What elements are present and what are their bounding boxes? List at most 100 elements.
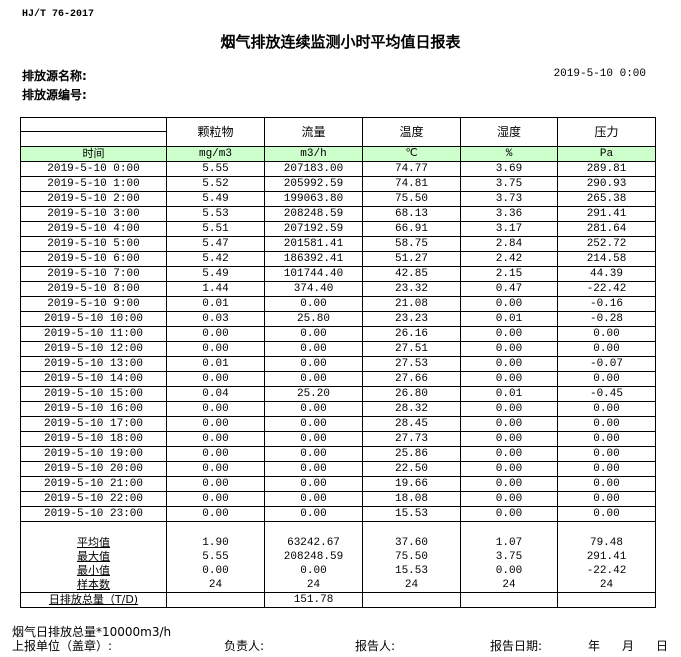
time-cell: 2019-5-10 11:00 [20,326,167,342]
value-cell: 5.53 [166,206,265,222]
table-row: 2019-5-10 6:00 5.42 186392.41 51.27 2.42 214.… [20,251,656,267]
month-label: 月 [622,639,635,653]
value-cell: 0.00 [264,431,363,447]
table-row: 2019-5-10 23:00 0.00 0.00 15.53 0.00 0.00 [20,506,656,522]
stat-value: 0.00 [166,564,265,578]
time-cell: 2019-5-10 6:00 [20,251,167,267]
time-cell: 2019-5-10 3:00 [20,206,167,222]
value-cell: 207183.00 [264,161,363,177]
value-cell: 205992.59 [264,176,363,192]
value-cell: 0.00 [460,446,558,462]
standard-code: HJ/T 76-2017 [22,9,95,20]
value-cell: 2.15 [460,266,558,282]
report-date-label: 报告日期: [490,639,543,653]
value-cell: 0.03 [166,311,265,327]
daily-total-value [362,592,461,608]
value-cell: 0.00 [557,446,656,462]
value-cell: 0.00 [264,356,363,372]
stat-value: 24 [557,578,656,593]
value-cell: 0.47 [460,281,558,297]
value-cell: 51.27 [362,251,461,267]
time-cell: 2019-5-10 12:00 [20,341,167,357]
stat-value: 63242.67 [264,536,363,550]
stat-label: 样本数 [20,578,167,593]
value-cell: 0.00 [166,371,265,387]
value-cell: 0.00 [166,401,265,417]
table-row: 2019-5-10 22:00 0.00 0.00 18.08 0.00 0.00 [20,491,656,507]
value-cell: 0.00 [264,296,363,312]
stat-value: 37.60 [362,536,461,550]
value-cell: -0.45 [557,386,656,402]
value-cell: 199063.80 [264,191,363,207]
blank-cell [557,521,656,536]
blank-cell [264,521,363,536]
stat-value: 0.00 [264,564,363,578]
value-cell: 23.23 [362,311,461,327]
value-cell: 0.00 [460,371,558,387]
stat-value: 24 [362,578,461,593]
value-cell: 0.00 [166,416,265,432]
value-cell: 0.00 [166,476,265,492]
time-cell: 2019-5-10 8:00 [20,281,167,297]
unit-cell-0: mg/m3 [166,146,265,162]
value-cell: 0.00 [460,296,558,312]
column-header-4: 压力 [557,117,656,147]
column-header-0: 颗粒物 [166,117,265,147]
value-cell: 58.75 [362,236,461,252]
header-blank-bottom [20,131,167,147]
table-row: 2019-5-10 12:00 0.00 0.00 27.51 0.00 0.00 [20,341,656,357]
stat-value: 24 [264,578,363,593]
table-row: 2019-5-10 17:00 0.00 0.00 28.45 0.00 0.00 [20,416,656,432]
stats-row: 平均值 1.90 63242.67 37.60 1.07 79.48 [20,536,656,550]
value-cell: 0.00 [166,491,265,507]
value-cell: 0.00 [557,416,656,432]
time-cell: 2019-5-10 20:00 [20,461,167,477]
unit-cell-2: ℃ [362,146,461,162]
year-label: 年 [588,639,601,653]
unit-cell-1: m3/h [264,146,363,162]
stats-row: 最大值 5.55 208248.59 75.50 3.75 291.41 [20,550,656,564]
value-cell: 0.01 [460,311,558,327]
report-datetime: 2019-5-10 0:00 [553,68,646,80]
daily-total-value [557,592,656,608]
time-cell: 2019-5-10 2:00 [20,191,167,207]
value-cell: 3.36 [460,206,558,222]
value-cell: 44.39 [557,266,656,282]
value-cell: 27.73 [362,431,461,447]
value-cell: 22.50 [362,461,461,477]
value-cell: 0.04 [166,386,265,402]
time-cell: 2019-5-10 10:00 [20,311,167,327]
column-header-2: 温度 [362,117,461,147]
value-cell: 2.42 [460,251,558,267]
value-cell: 0.00 [460,356,558,372]
value-cell: -0.28 [557,311,656,327]
value-cell: 15.53 [362,506,461,522]
value-cell: 0.00 [557,491,656,507]
value-cell: 289.81 [557,161,656,177]
value-cell: 5.55 [166,161,265,177]
value-cell: 201581.41 [264,236,363,252]
blank-cell [460,521,558,536]
value-cell: 5.52 [166,176,265,192]
table-row: 2019-5-10 21:00 0.00 0.00 19.66 0.00 0.00 [20,476,656,492]
value-cell: 1.44 [166,281,265,297]
value-cell: 291.41 [557,206,656,222]
stat-label: 最小值 [20,564,167,578]
table-row: 2019-5-10 11:00 0.00 0.00 26.16 0.00 0.00 [20,326,656,342]
value-cell: 19.66 [362,476,461,492]
value-cell: 25.20 [264,386,363,402]
units-row: 时间 mg/m3 m3/h ℃% Pa [20,146,656,162]
table-row: 2019-5-10 10:00 0.03 25.80 23.23 0.01 -0.28 [20,311,656,327]
unit-label: 上报单位（盖章）: [12,639,113,653]
value-cell: 214.58 [557,251,656,267]
value-cell: 0.00 [166,341,265,357]
report-title: 烟气排放连续监测小时平均值日报表 [220,33,461,51]
time-cell: 2019-5-10 4:00 [20,221,167,237]
value-cell: 5.42 [166,251,265,267]
table-row: 2019-5-10 16:00 0.00 0.00 28.32 0.00 0.00 [20,401,656,417]
table-row: 2019-5-10 7:00 5.49 101744.40 42.85 2.15 44.3… [20,266,656,282]
value-cell: 265.38 [557,191,656,207]
value-cell: 0.00 [557,326,656,342]
time-cell: 2019-5-10 0:00 [20,161,167,177]
table-row: 2019-5-10 8:00 1.44 374.40 23.32 0.47 -22.42 [20,281,656,297]
